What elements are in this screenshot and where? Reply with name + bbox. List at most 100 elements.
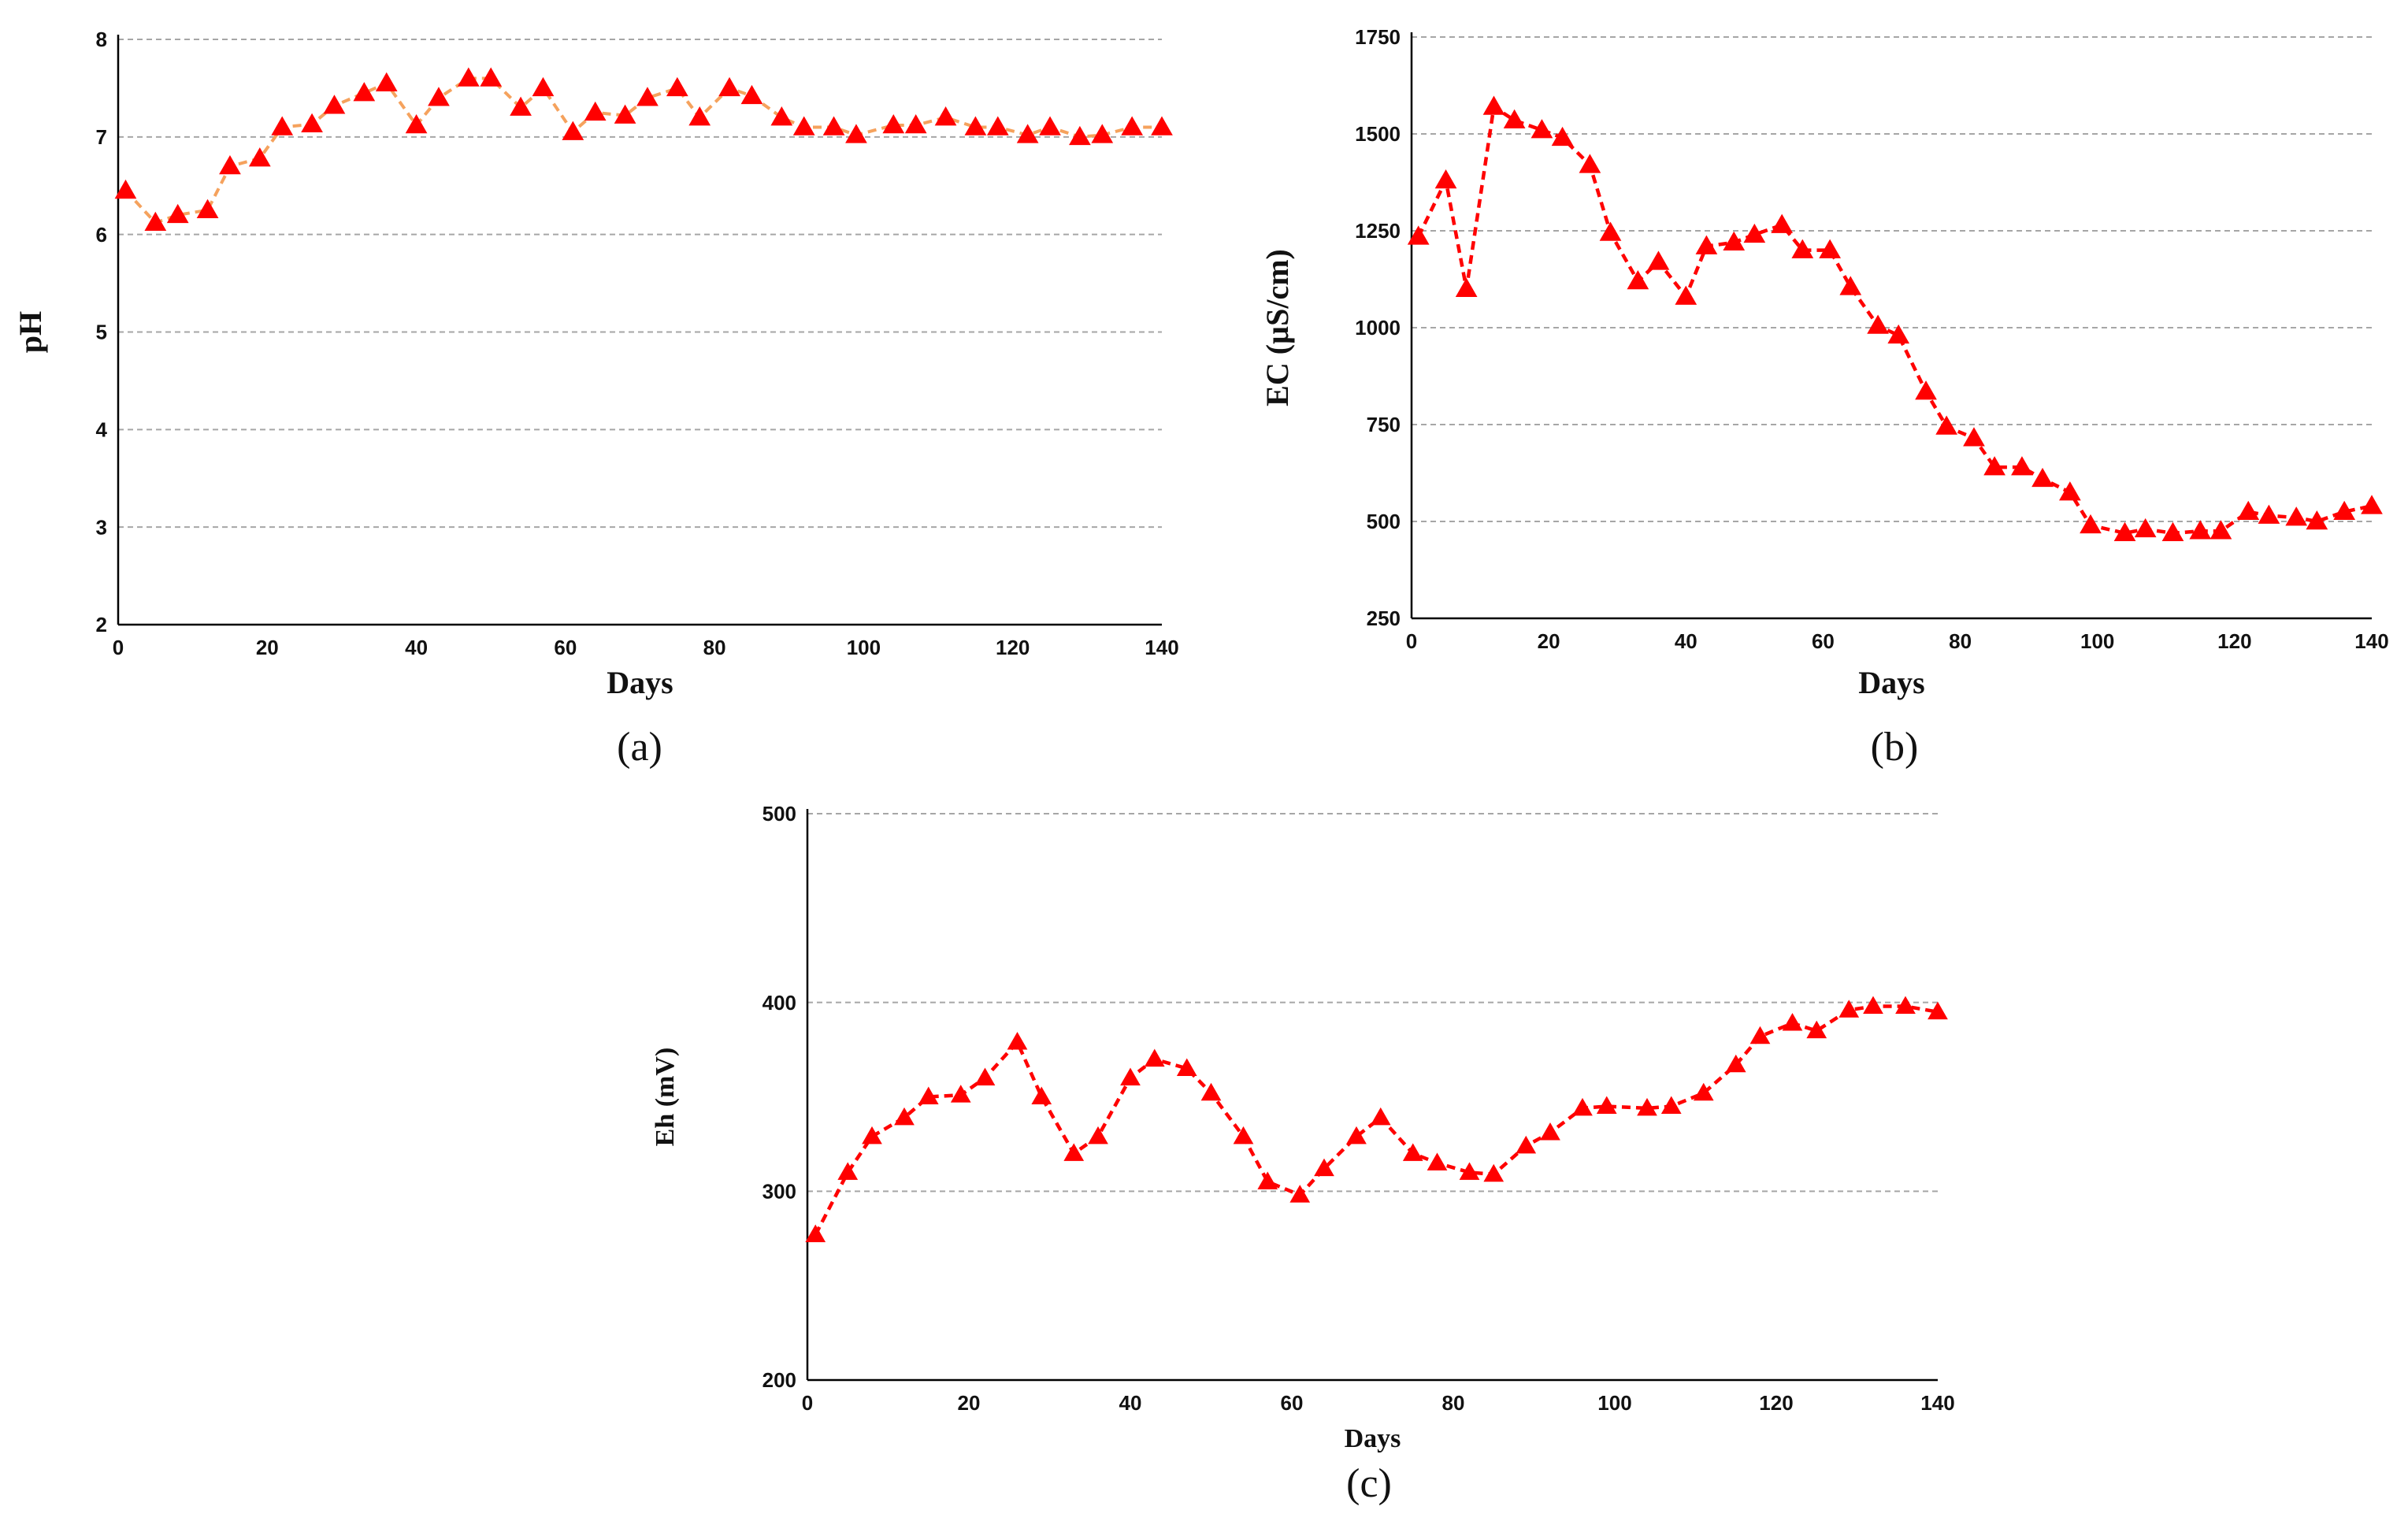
data-point (1551, 126, 1574, 147)
data-point (986, 116, 1009, 135)
data-point (1200, 1082, 1222, 1101)
data-point (636, 87, 659, 106)
y-tick-label: 750 (1367, 413, 1401, 436)
x-axis-title: Days (1345, 1424, 1401, 1453)
x-tick-label: 120 (1759, 1391, 1793, 1415)
data-point (1120, 1067, 1141, 1086)
x-tick-label: 100 (1597, 1391, 1631, 1415)
data-point (1572, 1097, 1593, 1116)
data-point (666, 76, 688, 97)
data-point (1459, 1162, 1480, 1180)
data-point (1963, 427, 1985, 447)
chart-panel-2: 250 500 750 1000 1250 1500 1750 0 20 40 60 80 100 120… (1260, 25, 2389, 770)
x-tick-label: 0 (1406, 629, 1417, 653)
data-point (950, 1085, 971, 1103)
data-point (1596, 1096, 1617, 1114)
x-tick-label: 140 (1920, 1391, 1954, 1415)
data-point (1839, 276, 1862, 295)
data-point (562, 121, 584, 140)
data-point (166, 203, 189, 224)
data-point (375, 72, 398, 91)
x-tick-label: 0 (113, 636, 124, 659)
data-point (2031, 467, 2054, 488)
x-axis-title: Days (1858, 665, 1924, 700)
data-point (1627, 269, 1649, 290)
data-point (2189, 520, 2212, 540)
data-point (532, 76, 555, 97)
x-tick-label: 80 (703, 636, 726, 659)
data-point (1819, 239, 1841, 258)
x-tick-label: 120 (996, 636, 1030, 659)
y-tick-label: 1250 (1355, 219, 1401, 243)
y-tick-label: 400 (762, 991, 796, 1015)
data-point (805, 1224, 826, 1242)
data-point (219, 154, 241, 175)
data-point (1257, 1171, 1278, 1189)
y-axis-title: Eh (mV) (651, 1048, 680, 1147)
data-point (718, 76, 740, 97)
data-point (1723, 231, 1746, 251)
data-point (1579, 154, 1601, 173)
data-point (1069, 125, 1091, 146)
y-tick-label: 500 (762, 802, 796, 826)
data-point (792, 116, 815, 135)
y-tick-label: 1750 (1355, 25, 1401, 49)
y-tick-label: 6 (96, 223, 107, 247)
data-point (882, 113, 905, 134)
data-point (353, 82, 376, 102)
data-point (1983, 456, 2005, 476)
data-point (480, 67, 503, 87)
panel-caption: (b) (1871, 725, 1919, 770)
y-tick-label: 1500 (1355, 122, 1401, 146)
data-point (862, 1126, 882, 1145)
x-tick-label: 20 (1538, 629, 1560, 653)
data-point (1016, 124, 1039, 143)
y-tick-label: 8 (96, 28, 107, 51)
data-point (584, 101, 607, 121)
data-point (1144, 1048, 1165, 1067)
data-point (405, 113, 428, 134)
x-tick-label: 80 (1442, 1391, 1465, 1415)
data-point (1895, 996, 1916, 1014)
data-point (1370, 1107, 1391, 1126)
data-point (1838, 1000, 1860, 1018)
data-point (1695, 235, 1718, 254)
x-tick-label: 120 (2217, 629, 2251, 653)
data-point (196, 198, 219, 218)
data-point (1031, 1086, 1052, 1104)
x-tick-label: 40 (405, 636, 428, 659)
x-tick-label: 100 (2080, 629, 2114, 653)
data-point (1928, 1001, 1948, 1020)
data-point (1289, 1185, 1311, 1203)
y-tick-label: 300 (762, 1179, 796, 1203)
data-point (934, 106, 957, 126)
data-point (1637, 1097, 1657, 1116)
data-point (1434, 169, 1457, 189)
x-tick-label: 40 (1675, 629, 1697, 653)
data-point (1314, 1158, 1334, 1177)
series-line-Eh (814, 1004, 1939, 1236)
data-point (1863, 996, 1883, 1014)
data-point (904, 113, 927, 134)
chart-panel-3: 200 300 400 500 0 20 40 60 80 100 120 140 Days Eh (mV… (651, 802, 1955, 1506)
data-point (964, 116, 987, 135)
data-point (2361, 495, 2383, 514)
data-point (2113, 521, 2136, 542)
data-point (1915, 380, 1937, 400)
y-tick-label: 3 (96, 515, 107, 539)
y-tick-label: 4 (96, 417, 108, 441)
data-point (1887, 324, 1910, 344)
data-point (2161, 521, 2184, 542)
data-point (2237, 500, 2260, 520)
data-point (1121, 116, 1144, 135)
y-tick-label: 2 (96, 613, 107, 636)
panel-caption: (c) (1346, 1461, 1392, 1506)
data-point (1346, 1126, 1367, 1145)
x-tick-label: 40 (1119, 1391, 1142, 1415)
data-point (974, 1067, 996, 1086)
y-tick-label: 200 (762, 1368, 796, 1392)
data-point (1806, 1020, 1827, 1039)
data-point (1540, 1122, 1560, 1141)
data-point (770, 106, 793, 126)
